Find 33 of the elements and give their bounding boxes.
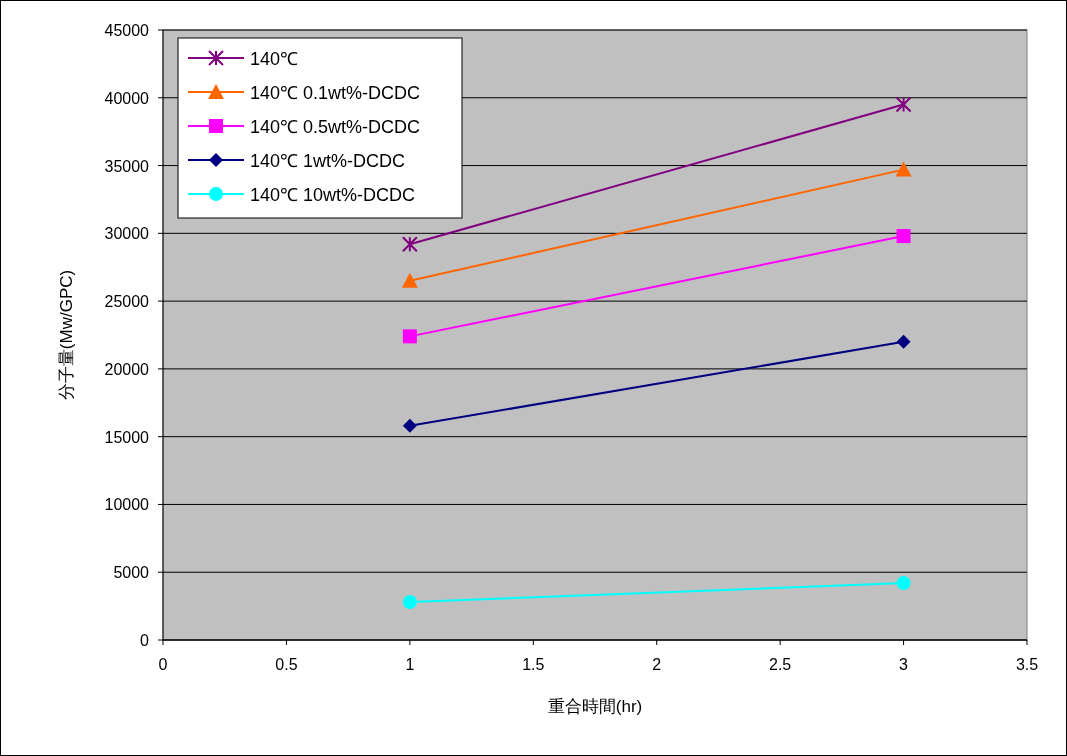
point [401,236,418,253]
y-tick-label: 30000 [104,225,150,243]
point [895,96,912,113]
point [896,334,911,349]
x-tick-label: 2 [652,656,662,673]
point [402,595,417,610]
y-tick-label: 10000 [104,496,150,514]
legend-label: 140℃ 0.5wt%-DCDC [250,117,421,137]
point [896,576,911,591]
x-tick-label: 2.5 [769,656,792,673]
x-axis-title: 重合時間(hr) [547,697,643,716]
legend-label: 140℃ 1wt%-DCDC [250,151,406,171]
point [402,329,417,344]
x-tick-label: 0 [158,656,168,673]
y-tick-label: 45000 [104,22,150,39]
y-tick-label: 25000 [104,293,150,311]
legend-label: 140℃ 10wt%-DCDC [250,185,416,205]
x-tick-label: 3 [899,656,909,673]
y-axis-title: 分子量(Mw/GPC) [57,269,76,401]
y-tick-label: 0 [140,632,150,649]
y-tick-label: 15000 [104,428,150,446]
x-tick-label: 1 [405,656,415,673]
legend-label: 140℃ 0.1wt%-DCDC [250,83,421,103]
point [896,229,911,244]
legend-label: 140℃ [250,49,299,69]
x-tick-label: 3.5 [1015,656,1039,673]
y-tick-label: 40000 [104,89,150,107]
y-tick-label: 20000 [104,360,150,378]
y-tick-label: 35000 [104,157,150,175]
point [402,418,417,433]
x-tick-label: 1.5 [522,656,545,673]
y-tick-label: 5000 [113,564,150,582]
x-tick-label: 0.5 [275,656,298,673]
